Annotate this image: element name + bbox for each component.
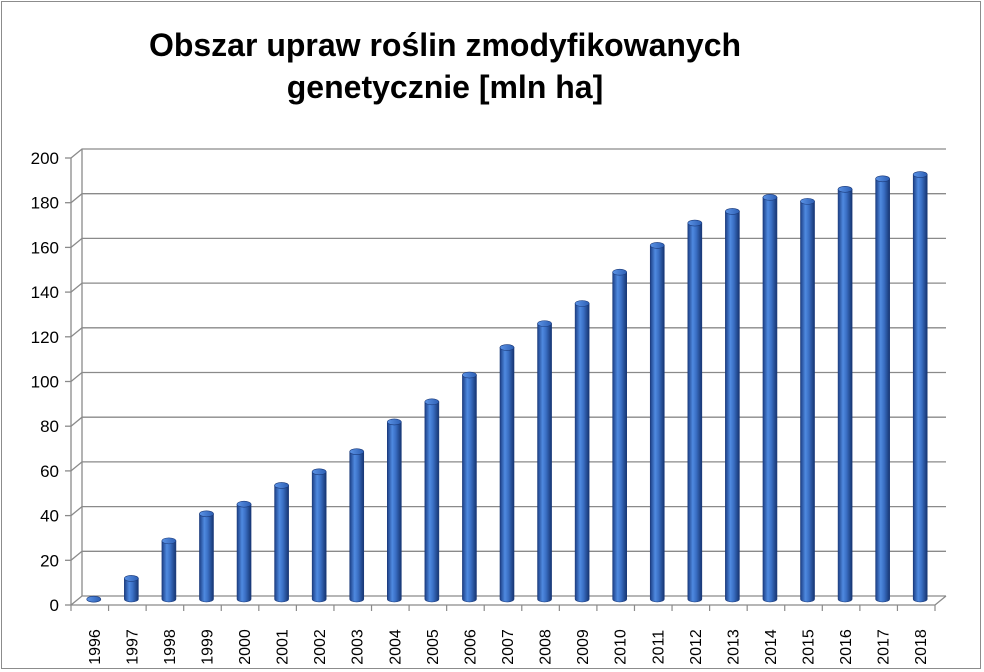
bar-2002 [311,468,327,603]
x-tick-label: 2004 [387,629,404,665]
x-tick-label: 2015 [801,629,818,665]
bar-2001 [274,482,289,603]
y-tick-label: 0 [50,596,59,615]
bar-2006 [462,371,477,603]
x-tick-label: 2012 [688,629,705,665]
y-tick-label: 200 [31,149,59,168]
x-tick-label: 2001 [275,629,292,665]
x-tick-label: 1996 [87,629,104,665]
x-tick-label: 2005 [425,629,442,665]
x-tick-label: 2013 [725,629,742,665]
x-tick-label: 2010 [613,629,630,665]
x-tick-label: 1997 [124,629,141,665]
bar-2017 [875,175,890,603]
bar-2014 [762,194,778,603]
y-tick-label: 140 [31,283,59,302]
bar-2013 [725,208,740,603]
y-tick-label: 20 [40,551,59,570]
bar-2015 [800,198,815,603]
x-tick-label: 1998 [162,629,179,665]
x-tick-label: 2016 [838,629,855,665]
bar-2000 [236,500,252,603]
x-tick-label: 1999 [199,629,216,665]
x-tick-label: 2000 [237,629,254,665]
bar-1999 [199,510,214,603]
y-tick-label: 80 [40,417,59,436]
x-tick-label: 2011 [650,630,667,665]
chart-title: Obszar upraw roślin zmodyfikowanych gene… [2,24,888,108]
chart-title-line-2: genetycznie [mln ha] [286,69,604,105]
bar-2007 [499,344,515,603]
x-tick-label: 2018 [913,629,930,665]
x-tick-label: 2003 [350,629,367,665]
y-tick-label: 100 [31,373,59,392]
y-tick-label: 60 [40,462,59,481]
chart-title-line-1: Obszar upraw roślin zmodyfikowanych [148,27,742,63]
bars [86,171,928,603]
y-tick-label: 160 [31,238,59,257]
bar-2008 [537,320,552,603]
bar-2004 [387,418,402,603]
y-tick-label: 40 [40,507,59,526]
x-tick-label: 2009 [575,629,592,665]
bar-2016 [837,186,853,603]
bar-2012 [687,219,703,603]
bar-2011 [649,242,665,603]
x-tick-label: 2014 [763,629,780,665]
x-tick-labels: 1996 1997 1998 1999 2000 2001 2002 2003 2004 2005… [87,629,930,665]
x-tick-label: 2008 [538,629,555,665]
x-tick-label: 2017 [876,629,893,665]
x-tick-label: 2002 [312,629,329,665]
y-tick-label: 120 [31,328,59,347]
x-tick-label: 2006 [462,629,479,665]
bar-2018 [912,171,928,603]
axes [65,149,947,611]
y-tick-label: 180 [31,194,59,213]
gridline [70,148,946,159]
bar-2010 [612,268,627,603]
bar-1996 [86,595,102,603]
bar-2003 [349,448,365,603]
bar-1997 [124,575,139,603]
y-tick-labels: 0 20 40 60 80 100 120 140 160 180 200 [31,149,59,615]
bar-2005 [424,398,440,603]
bar-1998 [161,537,177,603]
x-tick-label: 2007 [500,629,517,665]
bar-2009 [574,300,590,603]
